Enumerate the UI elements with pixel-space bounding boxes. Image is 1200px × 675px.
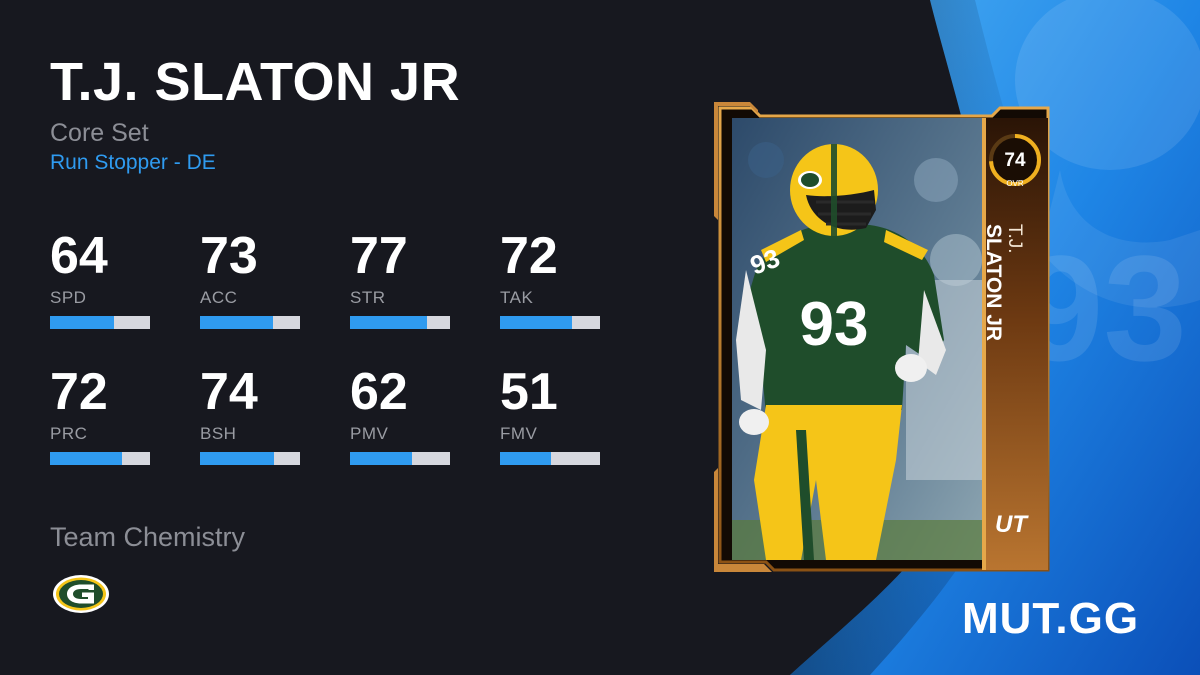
stat-bsh: 74 BSH <box>200 363 300 465</box>
stat-bar-fill <box>500 452 551 465</box>
stat-tak: 72 TAK <box>500 227 600 329</box>
site-logo[interactable]: MUT.GG <box>962 594 1140 643</box>
team-chemistry-label: Team Chemistry <box>50 522 246 552</box>
ut-badge: UT <box>995 511 1029 538</box>
stat-bar-fill <box>500 316 572 329</box>
stat-value: 74 <box>200 363 258 421</box>
stat-fmv: 51 FMV <box>500 363 600 465</box>
stat-bar <box>50 452 150 465</box>
stat-str: 77 STR <box>350 227 450 329</box>
archetype-position: Run Stopper - DE <box>50 151 216 174</box>
player-card[interactable]: 93 93 74 OVR T.J. SLATON JR UT <box>706 100 1062 578</box>
card-first-name: T.J. <box>1004 224 1025 254</box>
stat-acc: 73 ACC <box>200 227 300 329</box>
stat-value: 64 <box>50 227 108 285</box>
stat-bar-fill <box>350 452 412 465</box>
stat-label: STR <box>350 288 386 307</box>
stat-bar-fill <box>200 316 273 329</box>
stat-bar-fill <box>50 452 122 465</box>
stat-spd: 64 SPD <box>50 227 150 329</box>
stat-label: FMV <box>500 424 538 443</box>
player-name: T.J. SLATON JR <box>50 52 461 112</box>
stat-value: 62 <box>350 363 408 421</box>
jersey-number: 93 <box>800 290 869 359</box>
player-header: T.J. SLATON JR Core Set Run Stopper - DE <box>50 52 460 176</box>
packers-g-logo-icon[interactable] <box>52 574 110 614</box>
stat-value: 72 <box>500 227 558 285</box>
ovr-value: 74 <box>1004 150 1026 171</box>
stat-bar <box>200 452 300 465</box>
stat-label: PMV <box>350 424 389 443</box>
stat-label: PRC <box>50 424 88 443</box>
stat-value: 73 <box>200 227 258 285</box>
stat-prc: 72 PRC <box>50 363 150 465</box>
stat-value: 72 <box>50 363 108 421</box>
ovr-label: OVR <box>1006 179 1024 188</box>
stat-bar-fill <box>50 316 114 329</box>
stat-bar <box>350 452 450 465</box>
stat-bar <box>50 316 150 329</box>
stat-bar <box>500 316 600 329</box>
card-last-name: SLATON JR <box>982 224 1005 341</box>
stat-label: SPD <box>50 288 87 307</box>
stat-bar <box>200 316 300 329</box>
stat-label: BSH <box>200 424 237 443</box>
stat-value: 77 <box>350 227 408 285</box>
stat-label: ACC <box>200 288 238 307</box>
set-name: Core Set <box>50 119 149 147</box>
stat-pmv: 62 PMV <box>350 363 450 465</box>
stat-bar-fill <box>200 452 274 465</box>
stat-value: 51 <box>500 363 558 421</box>
stat-bar <box>500 452 600 465</box>
stat-bar-fill <box>350 316 427 329</box>
stat-bar <box>350 316 450 329</box>
stat-label: TAK <box>500 288 534 307</box>
